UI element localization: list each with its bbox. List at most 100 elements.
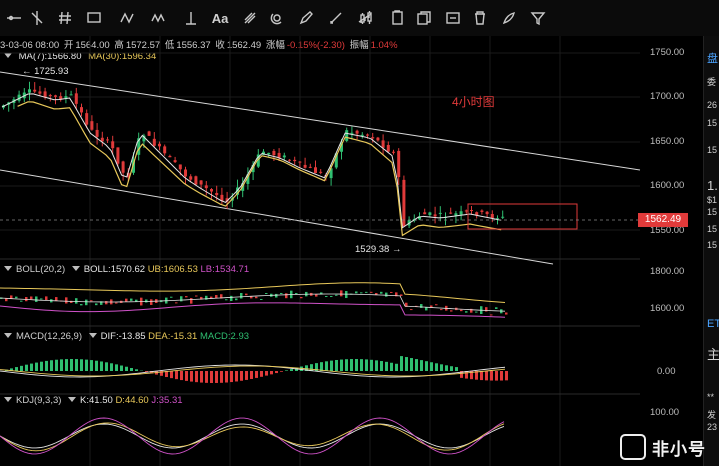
brand-watermark: 非小号: [620, 432, 719, 462]
brush-icon[interactable]: [326, 8, 346, 28]
side-item: $1: [707, 195, 718, 205]
boll-candle: [220, 294, 223, 299]
candle-body: [345, 130, 349, 141]
boll-candle: [280, 292, 283, 295]
boll-candle: [210, 296, 213, 299]
candle-body: [158, 143, 161, 147]
macd-histogram-bar: [100, 361, 103, 371]
horizontal-line-icon[interactable]: [4, 8, 24, 28]
candle-body: [121, 161, 125, 173]
axis-tick: 1700.00: [650, 91, 685, 102]
candle-body: [215, 192, 219, 196]
ma-legend: MA(7):1566.80 MA(30):1596.34: [0, 51, 156, 62]
boll-candle: [450, 310, 453, 312]
side-item: 15: [707, 224, 718, 234]
candle-body: [17, 94, 21, 101]
boll-candle: [200, 296, 203, 300]
boll-candle: [125, 298, 128, 302]
boll-candle: [405, 302, 408, 307]
candle-body: [423, 212, 427, 215]
macd-histogram-bar: [60, 359, 63, 371]
collapse-icon[interactable]: [88, 333, 97, 339]
channel-upper-line: [0, 71, 641, 171]
collapse-icon[interactable]: [4, 333, 12, 339]
candle-body: [69, 94, 73, 96]
collapse-icon[interactable]: [71, 266, 80, 272]
side-tab[interactable]: 盘: [707, 53, 718, 65]
wave-icon[interactable]: [148, 8, 168, 28]
side-item: 15: [707, 145, 718, 155]
macd-histogram-bar: [45, 360, 48, 371]
pencil-icon[interactable]: [296, 8, 316, 28]
boll-candle: [235, 298, 238, 301]
boll-candle: [265, 293, 268, 295]
macd-histogram-bar: [30, 363, 33, 371]
macd-histogram-bar: [480, 371, 483, 381]
settings-icon[interactable]: [499, 8, 519, 28]
boll-candle: [385, 292, 388, 297]
candle-body: [470, 210, 473, 212]
candle-body: [64, 96, 68, 99]
candle-body: [485, 211, 489, 215]
high-label: 高: [114, 40, 124, 51]
boll-candle: [80, 304, 83, 306]
macd-histogram-bar: [410, 358, 413, 371]
pattern-icon[interactable]: [117, 8, 137, 28]
macd-histogram-bar: [170, 371, 173, 379]
vertical-line-icon[interactable]: [27, 8, 47, 28]
collapse-icon[interactable]: [4, 266, 12, 272]
ma30-line: [17, 101, 502, 237]
price-chart[interactable]: [0, 36, 703, 466]
macd-histogram-bar: [330, 360, 333, 371]
drawing-toolbar: Aa: [0, 0, 719, 36]
candle-body: [418, 216, 421, 220]
side-item: 15: [707, 118, 718, 128]
side-tab[interactable]: ET: [707, 318, 719, 330]
boll-candle: [170, 296, 173, 298]
fork-icon[interactable]: [240, 8, 260, 28]
trash-icon[interactable]: [470, 8, 490, 28]
collapse-icon[interactable]: [4, 397, 12, 403]
macd-histogram-bar: [435, 363, 438, 371]
amplitude-value: 1.04%: [370, 40, 398, 51]
ohlc-date: 3-03-06 08:00: [0, 40, 60, 51]
boll-candle: [40, 298, 43, 300]
candle-body: [28, 89, 31, 93]
layers-icon[interactable]: [414, 8, 434, 28]
boll-candle: [185, 296, 188, 298]
macd-histogram-bar: [290, 369, 293, 371]
macd-histogram-bar: [115, 364, 118, 371]
side-item: 26: [707, 100, 718, 110]
boll-candle: [485, 307, 488, 312]
macd-legend: MACD(12,26,9) DIF:-13.85 DEA:-15.31 MACD…: [0, 331, 249, 342]
collapse-icon[interactable]: [4, 53, 12, 59]
dea-line: [0, 365, 506, 377]
timeframe-annotation: 4小时图: [452, 95, 495, 109]
copy-icon[interactable]: [388, 8, 408, 28]
ruler-icon[interactable]: [181, 8, 201, 28]
side-item: **: [707, 392, 715, 402]
magnet-icon[interactable]: [267, 8, 287, 28]
macd-histogram-bar: [445, 365, 448, 371]
collapse-icon[interactable]: [68, 397, 77, 403]
candle-body: [256, 154, 260, 167]
filter-icon[interactable]: [528, 8, 548, 28]
boll-candle: [365, 291, 368, 293]
macd-histogram-bar: [55, 359, 58, 371]
side-item: 15: [707, 207, 718, 217]
brand-name: 非小号: [652, 439, 706, 459]
visible-icon[interactable]: [443, 8, 463, 28]
boll-candle: [315, 294, 318, 297]
candle-body: [54, 95, 57, 97]
boll-candle: [395, 292, 398, 297]
candle-icon[interactable]: [356, 8, 376, 28]
boll-candle: [260, 298, 263, 300]
macd-histogram-bar: [215, 371, 218, 383]
macd-histogram-bar: [420, 360, 423, 371]
candle-body: [95, 129, 99, 137]
text-tool-icon[interactable]: Aa: [211, 10, 229, 26]
candle-body: [376, 137, 380, 141]
macd-histogram-bar: [70, 359, 73, 371]
rectangle-icon[interactable]: [84, 8, 104, 28]
hash-icon[interactable]: [55, 8, 75, 28]
